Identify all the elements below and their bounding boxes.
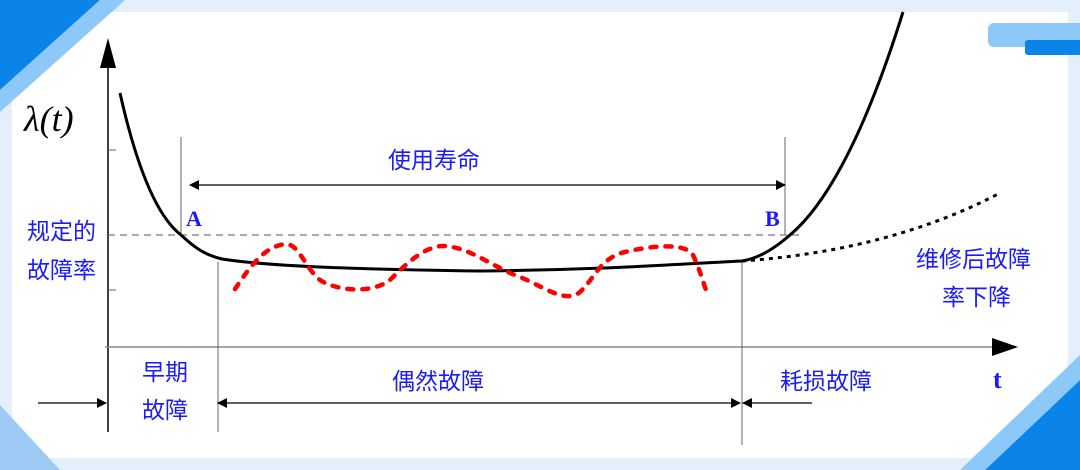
after-repair-curve xyxy=(741,191,1001,263)
random-failure-label: 偶然故障 xyxy=(392,369,484,395)
accent-bar-dark xyxy=(1025,40,1080,55)
corner-decoration-bottom-left xyxy=(0,405,60,470)
corner-decoration-top-left-light xyxy=(0,0,125,112)
after-repair-label-line2: 率下降 xyxy=(942,285,1011,311)
point-b-label: B xyxy=(765,206,780,231)
x-axis-label: t xyxy=(993,365,1002,394)
after-repair-label-line1: 维修后故障 xyxy=(916,247,1031,273)
wearout-failure-label: 耗损故障 xyxy=(780,369,872,395)
early-failure-label-line2: 故障 xyxy=(142,398,188,424)
y-axis-label: λ(t) xyxy=(24,99,74,139)
corner-decoration-bottom-right-light xyxy=(960,355,1080,470)
useful-life-label: 使用寿命 xyxy=(388,148,480,174)
specified-rate-label-line2: 故障率 xyxy=(27,258,96,284)
early-failure-label-line1: 早期 xyxy=(142,360,188,386)
point-a-label: A xyxy=(186,206,202,231)
random-failure-curve xyxy=(232,241,709,299)
specified-rate-label-line1: 规定的 xyxy=(27,219,96,245)
x-axis-arrow xyxy=(992,338,1018,356)
y-axis-arrow xyxy=(100,38,116,68)
bathtub-curve xyxy=(118,11,905,273)
